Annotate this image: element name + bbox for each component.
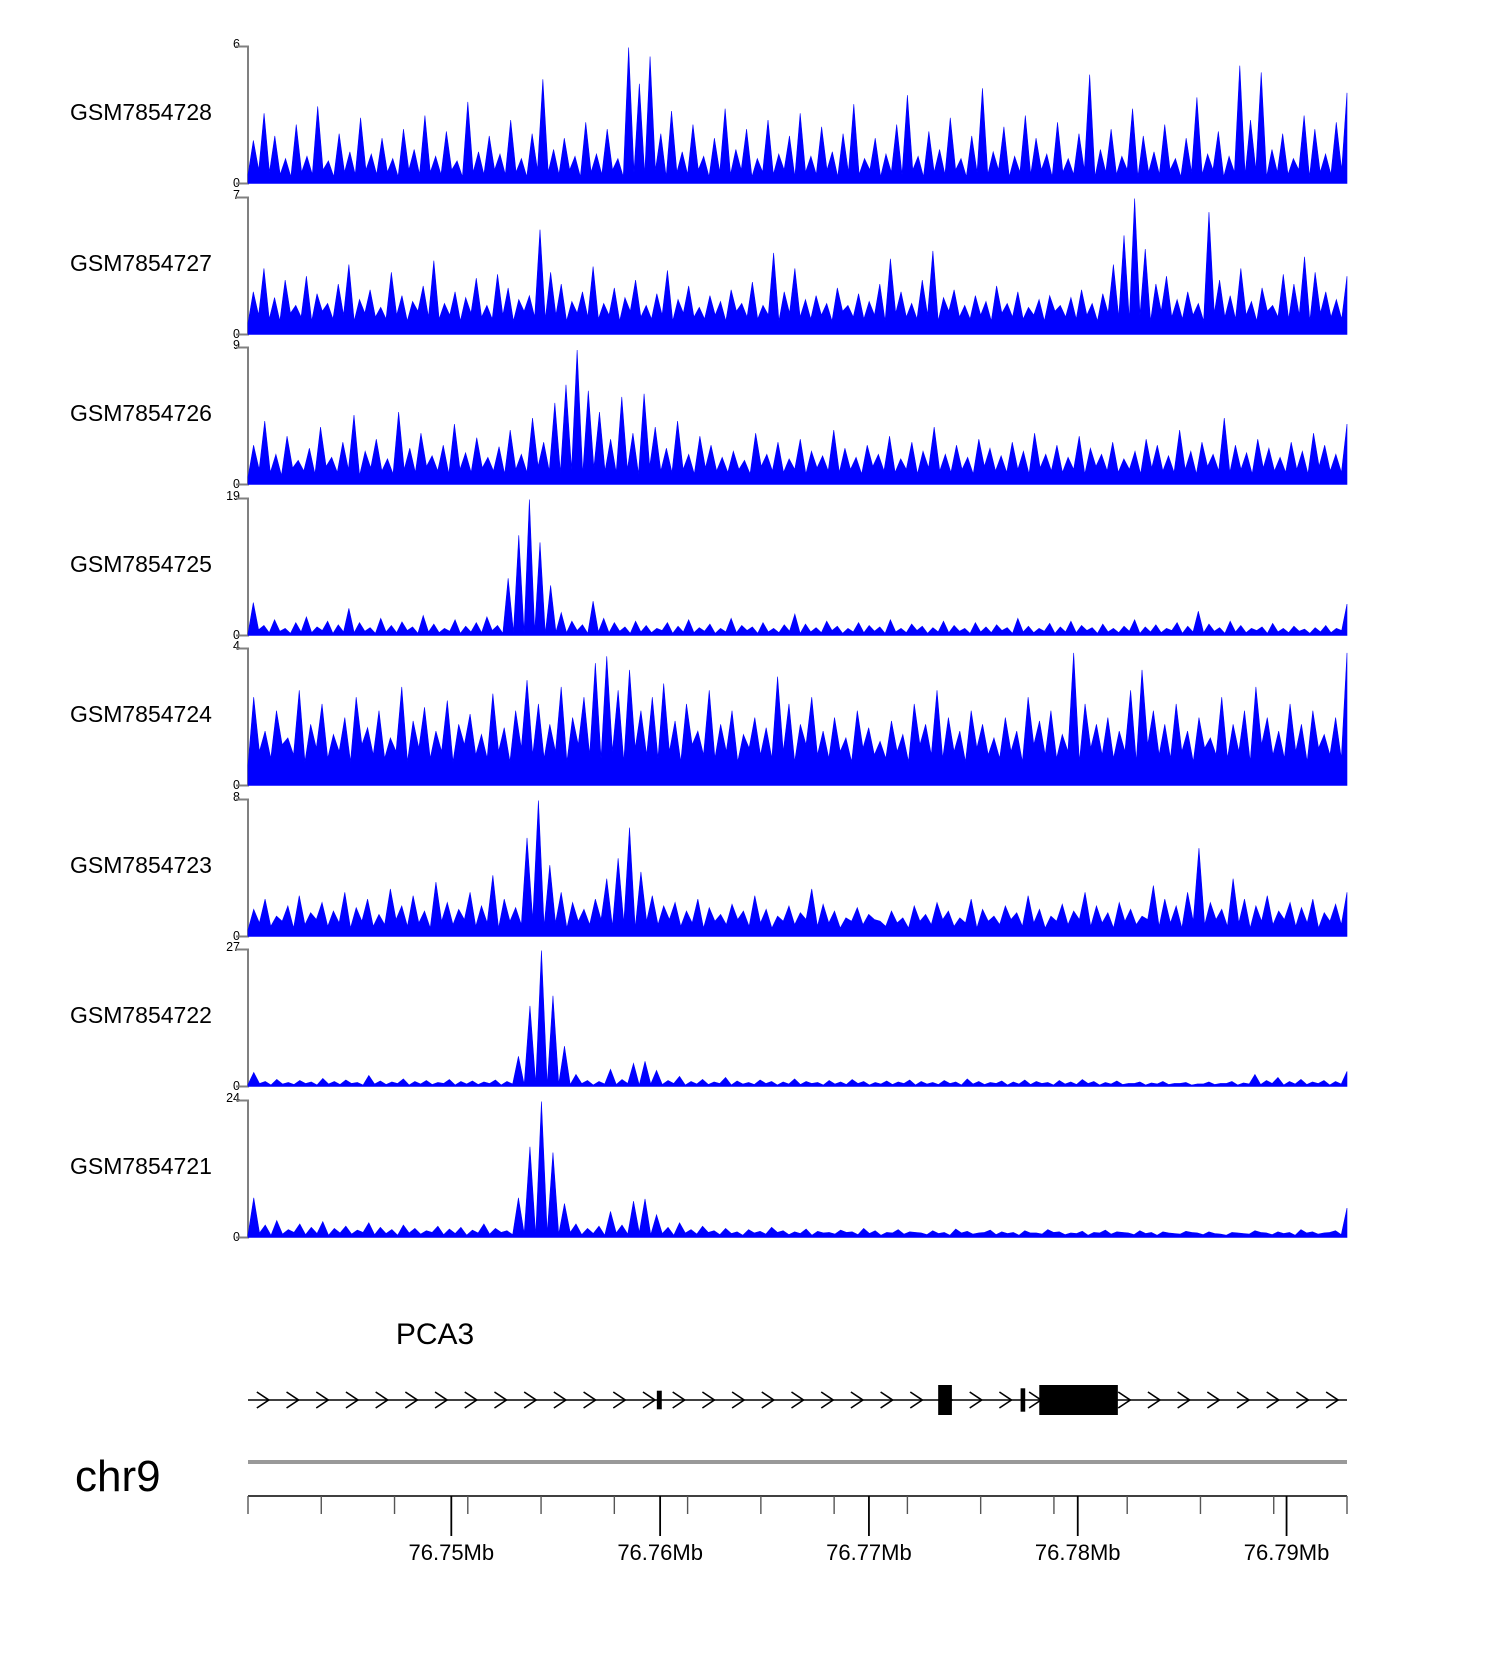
- coverage-track-gsm7854728[interactable]: GSM7854728 6 0: [0, 37, 1500, 190]
- strand-arrow-icon: [1266, 1391, 1281, 1409]
- coverage-track-gsm7854722[interactable]: GSM7854722 27 0: [0, 940, 1500, 1093]
- track-sample-label: GSM7854722: [70, 1002, 212, 1028]
- strand-arrow-icon: [701, 1391, 716, 1409]
- strand-arrow-icon: [583, 1391, 598, 1409]
- strand-arrow-icon: [315, 1391, 330, 1409]
- strand-arrow-icon: [434, 1391, 449, 1409]
- coverage-plot: [236, 346, 1348, 486]
- strand-arrow-icon: [1117, 1391, 1132, 1409]
- gene-name-label[interactable]: PCA3: [395, 1318, 475, 1351]
- track-sample-label: GSM7854721: [70, 1152, 212, 1179]
- coverage-plot: [236, 948, 1348, 1088]
- coverage-track-gsm7854724[interactable]: GSM7854724 4 0: [0, 639, 1500, 792]
- strand-arrow-icon: [1236, 1391, 1251, 1409]
- exon-tick-3: [1020, 1388, 1026, 1412]
- coverage-plot: [236, 798, 1348, 937]
- axis-tick-label: 76.76Mb: [617, 1540, 703, 1565]
- strand-arrow-icon: [672, 1391, 687, 1409]
- coverage-plot: [236, 45, 1348, 185]
- strand-arrow-icon: [1177, 1391, 1192, 1409]
- strand-arrow-icon: [850, 1391, 865, 1409]
- coverage-area: [247, 498, 1348, 636]
- strand-arrow-icon: [523, 1391, 538, 1409]
- coverage-area: [247, 652, 1348, 786]
- coverage-track-gsm7854723[interactable]: GSM7854723 8 0: [0, 790, 1500, 943]
- coverage-track-gsm7854721[interactable]: GSM7854721 24 0: [0, 1091, 1500, 1244]
- coverage-area: [247, 47, 1348, 184]
- axis-tick-label: 76.77Mb: [826, 1540, 912, 1565]
- strand-arrow-icon: [969, 1391, 984, 1409]
- axis-tick-label: 76.78Mb: [1034, 1540, 1121, 1565]
- coverage-track-gsm7854726[interactable]: GSM7854726 9 0: [0, 338, 1500, 491]
- coverage-area: [247, 197, 1348, 335]
- y-axis-max-label: 4: [233, 639, 240, 653]
- strand-arrow-icon: [761, 1391, 776, 1409]
- track-sample-label: GSM7854727: [70, 249, 212, 276]
- chromosome-label: chr9: [75, 1452, 161, 1501]
- coverage-area: [247, 950, 1348, 1087]
- strand-arrow-icon: [375, 1391, 390, 1409]
- y-axis-max-label: 6: [233, 37, 240, 51]
- track-sample-label: GSM7854728: [70, 99, 212, 125]
- gene-model[interactable]: [0, 1368, 1500, 1438]
- coverage-track-gsm7854727[interactable]: GSM7854727 7 0: [0, 188, 1500, 341]
- coverage-plot: [236, 196, 1348, 335]
- strand-arrow-icon: [1206, 1391, 1221, 1409]
- strand-arrow-icon: [791, 1391, 805, 1409]
- strand-arrow-icon: [345, 1391, 360, 1409]
- strand-arrow-icon: [553, 1391, 568, 1409]
- strand-arrow-icon: [286, 1391, 300, 1409]
- axis-tick-label: 76.79Mb: [1243, 1540, 1330, 1565]
- strand-arrow-icon: [998, 1391, 1013, 1409]
- position-axis[interactable]: [0, 1450, 1500, 1550]
- coverage-area: [247, 1100, 1348, 1238]
- track-sample-label: GSM7854724: [70, 701, 212, 727]
- coverage-track-gsm7854725[interactable]: GSM7854725 19 0: [0, 489, 1500, 642]
- track-sample-label: GSM7854726: [70, 400, 212, 426]
- track-sample-label: GSM7854723: [70, 851, 212, 878]
- strand-arrow-icon: [256, 1391, 271, 1409]
- coverage-plot: [236, 497, 1348, 636]
- y-axis-max-label: 8: [233, 789, 240, 804]
- coverage-area: [247, 799, 1348, 937]
- exon-tick-1: [656, 1390, 662, 1410]
- coverage-plot: [236, 1099, 1348, 1238]
- strand-arrow-icon: [909, 1391, 924, 1409]
- strand-arrow-icon: [1296, 1391, 1310, 1409]
- strand-arrow-icon: [731, 1391, 746, 1409]
- strand-arrow-icon: [880, 1391, 895, 1409]
- track-sample-label: GSM7854725: [70, 550, 212, 577]
- strand-arrow-icon: [612, 1391, 627, 1409]
- strand-arrow-icon: [820, 1391, 835, 1409]
- strand-arrow-icon: [1325, 1391, 1340, 1409]
- strand-arrow-icon: [494, 1391, 508, 1409]
- coverage-area: [247, 349, 1348, 485]
- axis-tick-label: 76.75Mb: [408, 1540, 495, 1565]
- y-axis-max-label: 9: [233, 338, 240, 352]
- strand-arrow-icon: [642, 1391, 657, 1409]
- exon-block-4: [1039, 1385, 1118, 1415]
- strand-arrow-icon: [1147, 1391, 1162, 1409]
- strand-arrow-icon: [404, 1391, 419, 1409]
- strand-arrow-icon: [464, 1391, 479, 1409]
- coverage-plot: [236, 647, 1348, 787]
- exon-block-2: [938, 1385, 952, 1415]
- y-axis-max-label: 7: [233, 187, 240, 202]
